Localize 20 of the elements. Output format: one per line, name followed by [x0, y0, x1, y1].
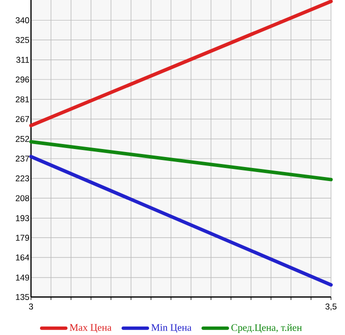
y-tick-label: 340 [16, 17, 30, 24]
y-tick-label: 179 [16, 234, 30, 241]
y-tick-label: 193 [16, 215, 30, 222]
y-tick-label: 296 [16, 76, 30, 83]
y-tick-label: 208 [16, 195, 30, 202]
legend-label: Min Цена [151, 324, 192, 333]
y-tick-label: 149 [16, 274, 30, 281]
x-tick-label: 3,5 [325, 304, 337, 311]
y-tick-label: 311 [16, 56, 30, 63]
legend-label: Max Цена [70, 324, 112, 333]
y-tick-label: 267 [16, 116, 30, 122]
y-tick-label: 281 [16, 96, 30, 102]
y-tick-label: 237 [16, 156, 30, 162]
legend-label: Сред.Цена, т.йен [231, 324, 302, 333]
y-tick-label: 135 [16, 294, 30, 300]
y-tick-label: 223 [16, 175, 30, 182]
y-tick-label: 252 [16, 136, 30, 142]
y-tick-label: 325 [16, 36, 30, 43]
y-tick-label: 164 [16, 254, 30, 260]
x-tick-label: 3 [28, 304, 33, 310]
